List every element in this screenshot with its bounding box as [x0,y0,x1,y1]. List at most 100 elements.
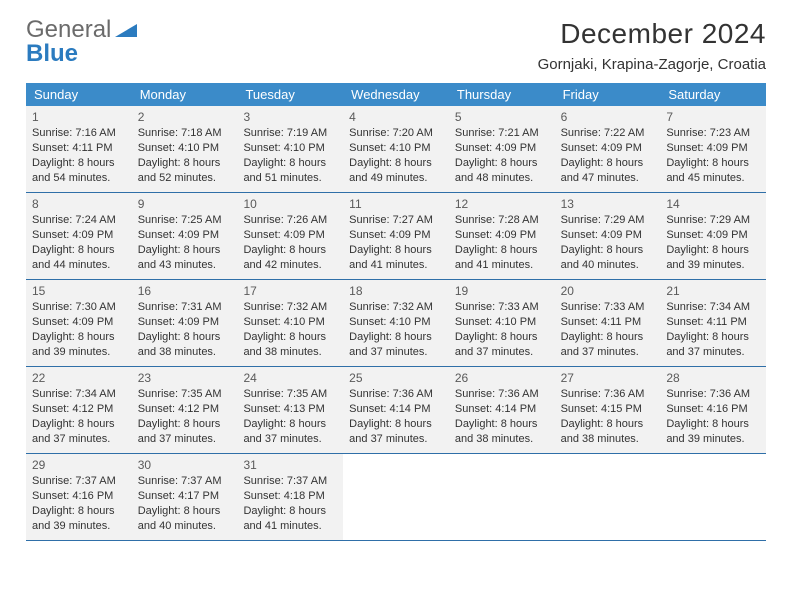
day-d1: Daylight: 8 hours [455,330,549,345]
day-number: 23 [138,369,232,387]
day-info: Sunrise: 7:36 AMSunset: 4:14 PMDaylight:… [349,387,443,446]
page: General Blue December 2024 Gornjaki, Kra… [0,0,792,541]
day-d2: and 52 minutes. [138,171,232,186]
weekday-saturday: Saturday [660,83,766,106]
day-info: Sunrise: 7:37 AMSunset: 4:18 PMDaylight:… [243,474,337,533]
day-sr: Sunrise: 7:36 AM [561,387,655,402]
day-info: Sunrise: 7:24 AMSunset: 4:09 PMDaylight:… [32,213,126,272]
day-ss: Sunset: 4:18 PM [243,489,337,504]
month-title: December 2024 [538,18,766,50]
day-cell: 22Sunrise: 7:34 AMSunset: 4:12 PMDayligh… [26,367,132,453]
day-d2: and 37 minutes. [349,432,443,447]
day-sr: Sunrise: 7:36 AM [455,387,549,402]
day-number: 12 [455,195,549,213]
day-ss: Sunset: 4:09 PM [138,228,232,243]
logo-triangle-icon [115,18,137,42]
day-d2: and 39 minutes. [32,519,126,534]
day-d2: and 39 minutes. [666,432,760,447]
day-d1: Daylight: 8 hours [349,156,443,171]
day-ss: Sunset: 4:09 PM [32,228,126,243]
day-d1: Daylight: 8 hours [666,156,760,171]
day-number: 28 [666,369,760,387]
day-cell [343,454,449,540]
day-ss: Sunset: 4:10 PM [243,315,337,330]
day-number: 25 [349,369,443,387]
day-d1: Daylight: 8 hours [561,417,655,432]
day-ss: Sunset: 4:09 PM [243,228,337,243]
day-d1: Daylight: 8 hours [561,243,655,258]
weekday-header-row: Sunday Monday Tuesday Wednesday Thursday… [26,83,766,106]
day-ss: Sunset: 4:11 PM [561,315,655,330]
day-d1: Daylight: 8 hours [138,417,232,432]
day-number: 29 [32,456,126,474]
day-cell: 24Sunrise: 7:35 AMSunset: 4:13 PMDayligh… [237,367,343,453]
day-d1: Daylight: 8 hours [243,417,337,432]
day-number: 13 [561,195,655,213]
day-ss: Sunset: 4:09 PM [32,315,126,330]
day-number: 24 [243,369,337,387]
day-ss: Sunset: 4:15 PM [561,402,655,417]
day-ss: Sunset: 4:09 PM [666,228,760,243]
day-d2: and 40 minutes. [561,258,655,273]
day-cell: 26Sunrise: 7:36 AMSunset: 4:14 PMDayligh… [449,367,555,453]
day-cell: 6Sunrise: 7:22 AMSunset: 4:09 PMDaylight… [555,106,661,192]
day-info: Sunrise: 7:22 AMSunset: 4:09 PMDaylight:… [561,126,655,185]
weekday-friday: Friday [555,83,661,106]
day-info: Sunrise: 7:18 AMSunset: 4:10 PMDaylight:… [138,126,232,185]
day-sr: Sunrise: 7:36 AM [349,387,443,402]
day-d2: and 47 minutes. [561,171,655,186]
day-cell: 7Sunrise: 7:23 AMSunset: 4:09 PMDaylight… [660,106,766,192]
day-d1: Daylight: 8 hours [138,330,232,345]
week-row: 15Sunrise: 7:30 AMSunset: 4:09 PMDayligh… [26,280,766,367]
day-ss: Sunset: 4:11 PM [32,141,126,156]
day-d1: Daylight: 8 hours [349,417,443,432]
day-cell: 18Sunrise: 7:32 AMSunset: 4:10 PMDayligh… [343,280,449,366]
day-ss: Sunset: 4:12 PM [138,402,232,417]
day-ss: Sunset: 4:09 PM [561,228,655,243]
day-sr: Sunrise: 7:32 AM [349,300,443,315]
day-info: Sunrise: 7:37 AMSunset: 4:16 PMDaylight:… [32,474,126,533]
day-sr: Sunrise: 7:30 AM [32,300,126,315]
day-d1: Daylight: 8 hours [243,156,337,171]
day-cell: 31Sunrise: 7:37 AMSunset: 4:18 PMDayligh… [237,454,343,540]
day-ss: Sunset: 4:14 PM [455,402,549,417]
day-d2: and 40 minutes. [138,519,232,534]
day-number: 9 [138,195,232,213]
day-d2: and 37 minutes. [349,345,443,360]
day-d2: and 38 minutes. [561,432,655,447]
day-d2: and 41 minutes. [349,258,443,273]
day-number: 7 [666,108,760,126]
day-ss: Sunset: 4:12 PM [32,402,126,417]
day-cell: 5Sunrise: 7:21 AMSunset: 4:09 PMDaylight… [449,106,555,192]
day-sr: Sunrise: 7:19 AM [243,126,337,141]
day-ss: Sunset: 4:11 PM [666,315,760,330]
logo-part2: Blue [26,40,78,67]
day-sr: Sunrise: 7:37 AM [243,474,337,489]
day-cell: 10Sunrise: 7:26 AMSunset: 4:09 PMDayligh… [237,193,343,279]
day-cell: 15Sunrise: 7:30 AMSunset: 4:09 PMDayligh… [26,280,132,366]
day-info: Sunrise: 7:25 AMSunset: 4:09 PMDaylight:… [138,213,232,272]
day-cell: 8Sunrise: 7:24 AMSunset: 4:09 PMDaylight… [26,193,132,279]
day-info: Sunrise: 7:20 AMSunset: 4:10 PMDaylight:… [349,126,443,185]
day-d2: and 42 minutes. [243,258,337,273]
day-sr: Sunrise: 7:23 AM [666,126,760,141]
day-number: 14 [666,195,760,213]
day-d2: and 43 minutes. [138,258,232,273]
day-d1: Daylight: 8 hours [138,156,232,171]
day-info: Sunrise: 7:32 AMSunset: 4:10 PMDaylight:… [243,300,337,359]
day-number: 22 [32,369,126,387]
day-d2: and 37 minutes. [455,345,549,360]
day-sr: Sunrise: 7:26 AM [243,213,337,228]
day-d2: and 48 minutes. [455,171,549,186]
day-number: 6 [561,108,655,126]
day-cell: 3Sunrise: 7:19 AMSunset: 4:10 PMDaylight… [237,106,343,192]
day-cell: 25Sunrise: 7:36 AMSunset: 4:14 PMDayligh… [343,367,449,453]
day-info: Sunrise: 7:21 AMSunset: 4:09 PMDaylight:… [455,126,549,185]
day-d1: Daylight: 8 hours [32,330,126,345]
day-d1: Daylight: 8 hours [32,156,126,171]
day-info: Sunrise: 7:33 AMSunset: 4:11 PMDaylight:… [561,300,655,359]
day-d2: and 41 minutes. [455,258,549,273]
day-info: Sunrise: 7:27 AMSunset: 4:09 PMDaylight:… [349,213,443,272]
day-number: 2 [138,108,232,126]
day-info: Sunrise: 7:29 AMSunset: 4:09 PMDaylight:… [561,213,655,272]
